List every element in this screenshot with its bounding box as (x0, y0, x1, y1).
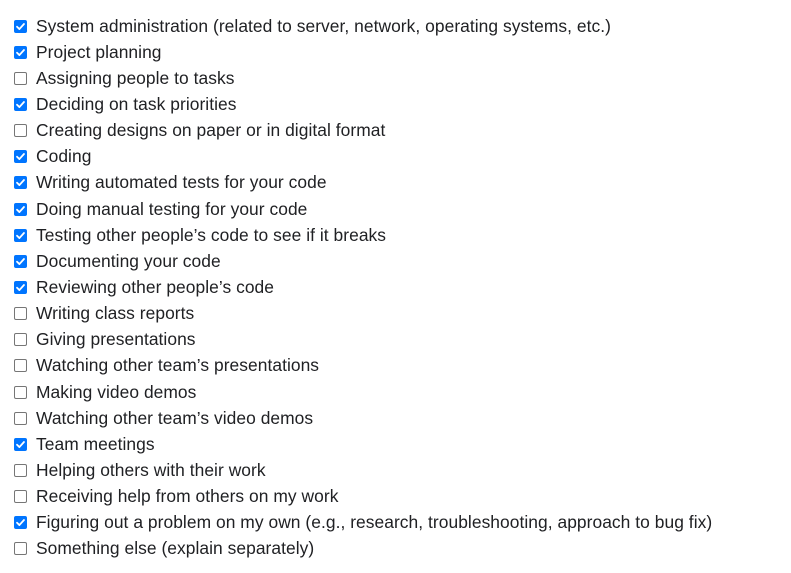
checkmark-icon (16, 231, 25, 239)
checklist-item[interactable]: Writing automated tests for your code (14, 170, 712, 196)
checkbox-unchecked[interactable] (14, 463, 27, 477)
checklist-item[interactable]: Watching other team’s video demos (14, 405, 712, 431)
checklist-item[interactable]: Reviewing other people’s code (14, 274, 712, 300)
checklist-item-label: Writing automated tests for your code (36, 172, 327, 193)
checklist-item-label: Deciding on task priorities (36, 93, 237, 114)
checklist-item[interactable]: Something else (explain separately) (14, 536, 712, 562)
checkbox-unchecked[interactable] (14, 333, 27, 347)
checkbox-unchecked[interactable] (14, 411, 27, 425)
checklist-item-label: Reviewing other people’s code (36, 276, 274, 297)
checklist-item-label: Project planning (36, 41, 162, 62)
checklist-item-label: Creating designs on paper or in digital … (36, 120, 386, 141)
checkbox-checked[interactable] (14, 19, 27, 33)
checkbox-unchecked[interactable] (14, 490, 27, 504)
checklist-item[interactable]: System administration (related to server… (14, 13, 712, 39)
checklist-item[interactable]: Testing other people’s code to see if it… (14, 222, 712, 248)
checklist-item-label: Documenting your code (36, 250, 221, 271)
checklist-item[interactable]: Giving presentations (14, 327, 712, 353)
checklist-item[interactable]: Doing manual testing for your code (14, 196, 712, 222)
checkbox-checked[interactable] (14, 202, 27, 216)
checkbox-checked[interactable] (14, 437, 27, 451)
checklist-item-label: Giving presentations (36, 329, 196, 350)
checkbox-unchecked[interactable] (14, 307, 27, 321)
checklist-item[interactable]: Coding (14, 144, 712, 170)
checkmark-icon (16, 179, 25, 187)
checklist-item[interactable]: Writing class reports (14, 301, 712, 327)
checkbox-unchecked[interactable] (14, 71, 27, 85)
checkbox-checked[interactable] (14, 97, 27, 111)
checklist-item-label: Something else (explain separately) (36, 538, 315, 559)
checkbox-unchecked[interactable] (14, 542, 27, 556)
checkbox-checked[interactable] (14, 516, 27, 530)
checkmark-icon (16, 440, 25, 448)
checklist-item-label: Watching other team’s video demos (36, 407, 314, 428)
checklist-item-label: Watching other team’s presentations (36, 355, 320, 376)
checklist-item[interactable]: Team meetings (14, 431, 712, 457)
checklist-item-label: Assigning people to tasks (36, 67, 235, 88)
checklist-item[interactable]: Watching other team’s presentations (14, 353, 712, 379)
checklist-item-label: Testing other people’s code to see if it… (36, 224, 387, 245)
checkbox-checked[interactable] (14, 176, 27, 190)
checklist-item[interactable]: Making video demos (14, 379, 712, 405)
checklist-item-label: Making video demos (36, 381, 197, 402)
checkbox-unchecked[interactable] (14, 124, 27, 138)
checkbox-checked[interactable] (14, 228, 27, 242)
checklist-item[interactable]: Assigning people to tasks (14, 65, 712, 91)
checkmark-icon (16, 284, 25, 291)
checkbox-checked[interactable] (14, 254, 27, 268)
checklist-item[interactable]: Figuring out a problem on my own (e.g., … (14, 510, 712, 536)
checkbox-checked[interactable] (14, 45, 27, 59)
checklist-item-label: System administration (related to server… (36, 15, 611, 36)
checklist-item[interactable]: Creating designs on paper or in digital … (14, 118, 712, 144)
checklist-item-label: Figuring out a problem on my own (e.g., … (36, 512, 713, 533)
checklist-item[interactable]: Documenting your code (14, 248, 712, 274)
checklist-item-label: Coding (36, 146, 92, 167)
checkmark-icon (16, 205, 25, 213)
checkbox-unchecked[interactable] (14, 385, 27, 399)
checkmark-icon (16, 22, 25, 30)
checkmark-icon (16, 48, 25, 56)
checklist-item[interactable]: Receiving help from others on my work (14, 484, 712, 510)
checkmark-icon (16, 101, 25, 108)
checkbox-unchecked[interactable] (14, 359, 27, 373)
checkmark-icon (16, 153, 25, 161)
checkbox-checked[interactable] (14, 280, 27, 294)
checkbox-checked[interactable] (14, 150, 27, 164)
checklist-item[interactable]: Helping others with their work (14, 457, 712, 483)
checklist-item-label: Team meetings (36, 433, 155, 454)
checklist-item[interactable]: Deciding on task priorities (14, 91, 712, 117)
checklist-item-label: Doing manual testing for your code (36, 198, 308, 219)
checkmark-icon (16, 257, 25, 265)
checkmark-icon (16, 519, 25, 527)
checklist-item-label: Helping others with their work (36, 459, 266, 480)
checklist-item-label: Receiving help from others on my work (36, 486, 339, 507)
activity-checklist: System administration (related to server… (14, 13, 712, 562)
checklist-item-label: Writing class reports (36, 303, 195, 324)
checklist-item[interactable]: Project planning (14, 39, 712, 65)
